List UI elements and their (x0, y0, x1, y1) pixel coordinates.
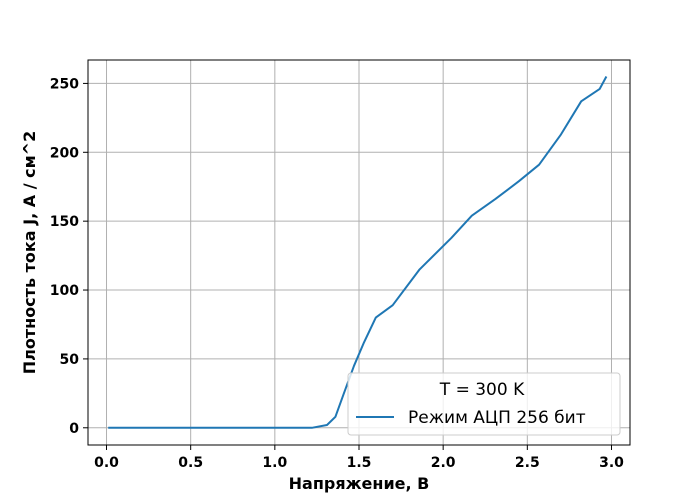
y-tick-label: 200 (50, 145, 79, 161)
y-tick-label: 0 (69, 421, 79, 437)
legend-entry-label: Режим АЦП 256 бит (408, 408, 586, 428)
x-axis-label: Напряжение, В (289, 474, 430, 493)
y-tick-label: 50 (60, 352, 80, 368)
x-tick-label: 2.5 (515, 455, 540, 471)
x-tick-label: 3.0 (599, 455, 624, 471)
y-axis-label: Плотность тока J, А / см^2 (20, 131, 39, 374)
x-tick-label: 0.0 (94, 455, 119, 471)
y-tick-label: 150 (50, 214, 79, 230)
y-tick-label: 250 (50, 76, 79, 92)
y-tick-label: 100 (50, 283, 79, 299)
legend: T = 300 K Режим АЦП 256 бит (348, 373, 620, 435)
y-axis: 0 50 100 150 200 250 (50, 76, 88, 436)
x-tick-label: 1.0 (262, 455, 287, 471)
legend-title: T = 300 K (439, 380, 525, 400)
x-axis: 0.0 0.5 1.0 1.5 2.0 2.5 3.0 (94, 445, 624, 471)
x-tick-label: 2.0 (431, 455, 456, 471)
x-tick-label: 0.5 (178, 455, 203, 471)
x-tick-label: 1.5 (347, 455, 372, 471)
